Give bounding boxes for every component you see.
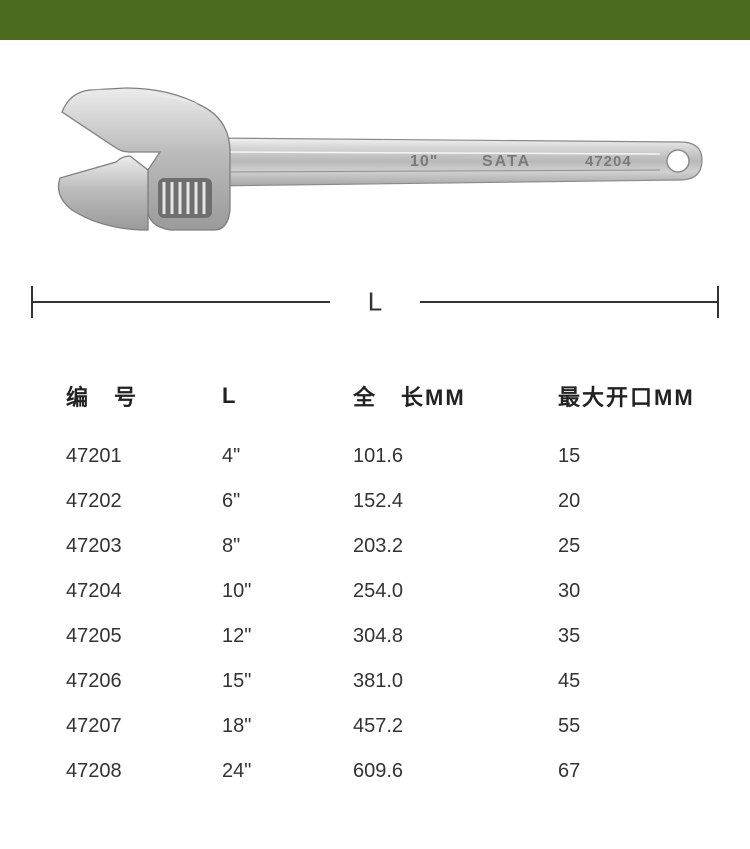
col-header-length: 全 长MM	[333, 370, 528, 434]
table-row: 472038"203.225	[60, 524, 710, 569]
table-cell: 8"	[216, 524, 333, 569]
wrench-brand-marking: SATA	[482, 153, 531, 170]
table-cell: 45	[528, 659, 710, 704]
table-cell: 10"	[216, 569, 333, 614]
wrench-size-marking: 10"	[410, 153, 438, 170]
table-cell: 101.6	[333, 434, 528, 479]
table-cell: 457.2	[333, 704, 528, 749]
table-row: 4720512"304.835	[60, 614, 710, 659]
table-cell: 6"	[216, 479, 333, 524]
table-cell: 20	[528, 479, 710, 524]
table-cell: 67	[528, 749, 710, 794]
table-row: 4720824"609.667	[60, 749, 710, 794]
table-cell: 55	[528, 704, 710, 749]
table-cell: 47203	[60, 524, 216, 569]
table-row: 4720410"254.030	[60, 569, 710, 614]
table-cell: 203.2	[333, 524, 528, 569]
table-cell: 47206	[60, 659, 216, 704]
table-cell: 4"	[216, 434, 333, 479]
table-cell: 24"	[216, 749, 333, 794]
spec-table-container: 编 号 L 全 长MM 最大开口MM 472014"101.615472026"…	[0, 330, 750, 794]
product-diagram: 10" SATA 47204 L	[0, 40, 750, 330]
table-cell: 15	[528, 434, 710, 479]
table-cell: 47205	[60, 614, 216, 659]
spec-table: 编 号 L 全 长MM 最大开口MM 472014"101.615472026"…	[60, 370, 710, 794]
table-cell: 47207	[60, 704, 216, 749]
col-header-code: 编 号	[60, 370, 216, 434]
table-cell: 15"	[216, 659, 333, 704]
table-cell: 47201	[60, 434, 216, 479]
col-header-opening: 最大开口MM	[528, 370, 710, 434]
table-cell: 47202	[60, 479, 216, 524]
wrench-image: 10" SATA 47204	[30, 60, 720, 260]
table-row: 472026"152.420	[60, 479, 710, 524]
table-header-row: 编 号 L 全 长MM 最大开口MM	[60, 370, 710, 434]
table-cell: 304.8	[333, 614, 528, 659]
dimension-line: L	[30, 284, 720, 320]
table-cell: 609.6	[333, 749, 528, 794]
table-row: 472014"101.615	[60, 434, 710, 479]
table-cell: 47204	[60, 569, 216, 614]
col-header-l: L	[216, 370, 333, 434]
table-cell: 25	[528, 524, 710, 569]
table-cell: 152.4	[333, 479, 528, 524]
table-cell: 47208	[60, 749, 216, 794]
length-dimension-label: L	[350, 287, 400, 318]
table-cell: 35	[528, 614, 710, 659]
table-row: 4720615"381.045	[60, 659, 710, 704]
wrench-code-marking: 47204	[585, 153, 632, 170]
table-row: 4720718"457.255	[60, 704, 710, 749]
table-cell: 254.0	[333, 569, 528, 614]
header-bar	[0, 0, 750, 40]
table-cell: 12"	[216, 614, 333, 659]
table-cell: 18"	[216, 704, 333, 749]
table-cell: 30	[528, 569, 710, 614]
table-cell: 381.0	[333, 659, 528, 704]
